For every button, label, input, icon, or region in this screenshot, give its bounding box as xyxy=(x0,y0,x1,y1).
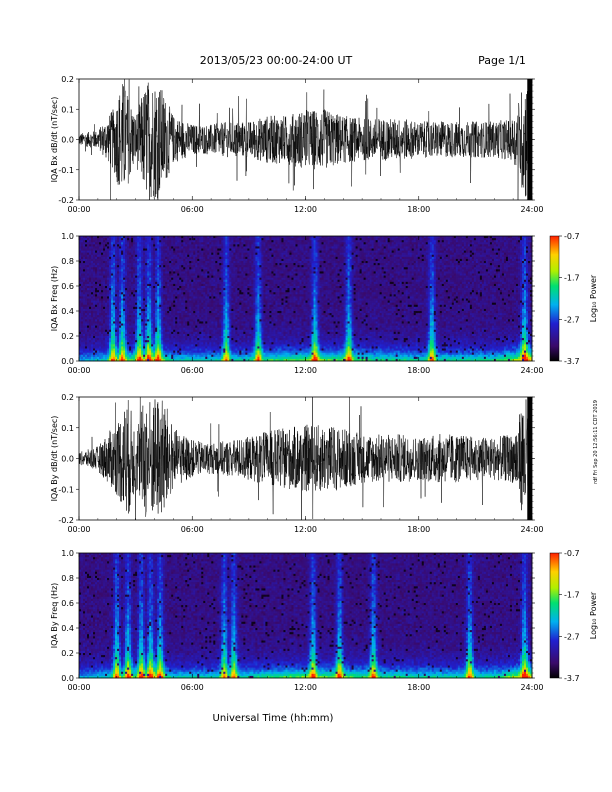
x-tick-label: 00:00 xyxy=(67,525,90,534)
colorbar-label: Log₁₀ Power xyxy=(589,591,598,639)
spectrogram-cells xyxy=(79,553,532,678)
page-number: Page 1/1 xyxy=(478,54,526,67)
x-tick-label: 12:00 xyxy=(294,525,317,534)
x-axis-label: Universal Time (hh:mm) xyxy=(213,713,334,724)
colorbar: -0.7 -1.7 -2.7 -3.7 Log₁₀ Power xyxy=(550,232,598,366)
chart-panel-3: 0.2 0.1 0.0 -0.1 -0.200:00 06:00 12:00 18:00 24:… xyxy=(50,393,544,534)
colorbar-tick-label: -2.7 xyxy=(564,315,580,324)
page-title: 2013/05/23 00:00-24:00 UT xyxy=(200,54,353,67)
y-tick-label: 0.4 xyxy=(61,307,74,316)
y-axis-label: IQA Bx dB/dt (nT/sec) xyxy=(50,97,59,183)
y-axis-label: IQA Bx Freq (Hz) xyxy=(50,266,59,332)
y-axis-label: IQA By dB/dt (nT/sec) xyxy=(50,416,59,502)
y-tick-label: 0.4 xyxy=(61,624,74,633)
x-tick-label: 06:00 xyxy=(181,683,204,692)
chart-panel-2: -0.7 -1.7 -2.7 -3.7 Log₁₀ Power 1.0 0.8 0.6 0.4 0… xyxy=(50,232,598,375)
x-tick-label: 06:00 xyxy=(181,366,204,375)
y-tick-label: 0.0 xyxy=(61,136,74,145)
x-tick-label: 24:00 xyxy=(520,525,543,534)
colorbar: -0.7 -1.7 -2.7 -3.7 Log₁₀ Power xyxy=(550,549,598,683)
x-tick-label: 12:00 xyxy=(294,683,317,692)
x-tick-label: 18:00 xyxy=(407,366,430,375)
colorbar-tick-label: -0.7 xyxy=(564,232,580,241)
y-tick-label: -0.2 xyxy=(58,196,74,205)
chart-panel-1: 0.2 0.1 0.0 -0.1 -0.200:00 06:00 12:00 18:00 24:… xyxy=(50,75,544,214)
colorbar-tick-label: -1.7 xyxy=(564,274,580,283)
y-tick-label: -0.1 xyxy=(58,485,74,494)
y-tick-label: 0.1 xyxy=(61,424,74,433)
y-tick-label: 0.2 xyxy=(61,332,74,341)
series-line xyxy=(79,79,532,200)
saturation-block xyxy=(527,397,532,520)
y-tick-label: 0.0 xyxy=(61,357,74,366)
colorbar-scale xyxy=(550,553,559,678)
colorbar-label: Log₁₀ Power xyxy=(589,274,598,322)
x-tick-label: 18:00 xyxy=(407,205,430,214)
y-axis-label: IQA By Freq (Hz) xyxy=(50,583,59,649)
x-tick-label: 18:00 xyxy=(407,683,430,692)
y-tick-label: -0.2 xyxy=(58,516,74,525)
x-tick-label: 24:00 xyxy=(520,683,543,692)
y-tick-label: 0.6 xyxy=(61,599,74,608)
y-tick-label: 0.2 xyxy=(61,75,74,84)
x-tick-label: 24:00 xyxy=(520,205,543,214)
side-note: rdf Fri Sep 20 12:56:11 CDT 2019 xyxy=(593,400,599,484)
x-tick-label: 00:00 xyxy=(67,366,90,375)
saturation-block xyxy=(527,79,532,200)
y-tick-label: 0.8 xyxy=(61,574,74,583)
colorbar-tick-label: -1.7 xyxy=(564,591,580,600)
colorbar-tick-label: -2.7 xyxy=(564,632,580,641)
y-tick-label: 0.0 xyxy=(61,674,74,683)
panels: 0.20.10.0-0.1-0.200:00 06:00 12:00 18:00 24:… xyxy=(50,75,598,692)
series-line xyxy=(79,397,532,520)
x-tick-label: 00:00 xyxy=(67,205,90,214)
x-tick-label: 12:00 xyxy=(294,366,317,375)
x-tick-label: 06:00 xyxy=(181,525,204,534)
x-tick-label: 18:00 xyxy=(407,525,430,534)
y-tick-label: 0.2 xyxy=(61,393,74,402)
colorbar-tick-label: -3.7 xyxy=(564,357,580,366)
y-tick-label: 1.0 xyxy=(61,232,74,241)
y-tick-label: -0.1 xyxy=(58,166,74,175)
y-tick-label: 1.0 xyxy=(61,549,74,558)
x-tick-label: 06:00 xyxy=(181,205,204,214)
colorbar-tick-label: -3.7 xyxy=(564,674,580,683)
x-tick-label: 00:00 xyxy=(67,683,90,692)
y-tick-label: 0.8 xyxy=(61,257,74,266)
colorbar-tick-label: -0.7 xyxy=(564,549,580,558)
y-tick-label: 0.0 xyxy=(61,455,74,464)
x-tick-label: 12:00 xyxy=(294,205,317,214)
y-tick-label: 0.2 xyxy=(61,649,74,658)
x-tick-label: 24:00 xyxy=(520,366,543,375)
spectrogram-cells xyxy=(79,236,532,361)
y-tick-label: 0.1 xyxy=(61,105,74,114)
chart-panel-4: -0.7 -1.7 -2.7 -3.7 Log₁₀ Power 1.0 0.8 0.6 0.4 0… xyxy=(50,549,598,692)
y-tick-label: 0.6 xyxy=(61,282,74,291)
colorbar-scale xyxy=(550,236,559,361)
